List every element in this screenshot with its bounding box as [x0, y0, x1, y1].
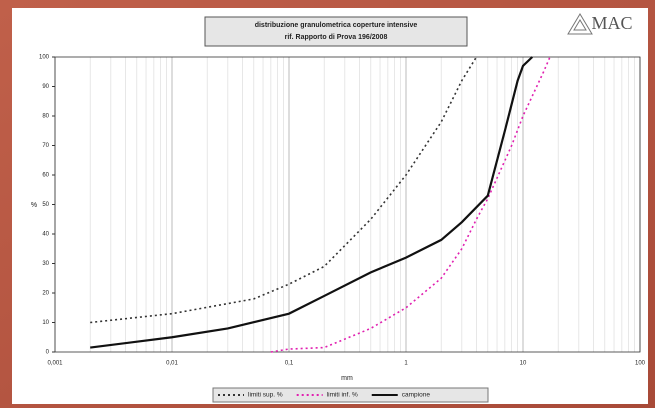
title-box [204, 16, 468, 47]
y-tick-label: 30 [42, 261, 49, 267]
y-tick-label: 0 [46, 350, 50, 356]
x-axis-label: mm [341, 375, 353, 382]
y-tick-label: 90 [42, 84, 49, 90]
plot-border [54, 56, 641, 353]
legend-box [212, 387, 489, 403]
series-line [270, 56, 551, 353]
series-line [90, 56, 478, 324]
x-tick-label: 0,01 [166, 361, 178, 367]
y-tick-label: 40 [42, 232, 49, 238]
y-tick-label: 20 [42, 291, 49, 297]
chart-subtitle: rif. Rapporto di Prova 196/2008 [285, 34, 388, 41]
y-tick-label: 100 [39, 55, 50, 61]
logo: MAC [591, 13, 632, 33]
x-tick-label: 0,001 [47, 361, 63, 367]
x-tick-label: 100 [635, 361, 646, 367]
y-tick-label: 60 [42, 173, 49, 179]
panel [12, 8, 648, 404]
series-line [90, 56, 534, 349]
x-tick-label: 10 [520, 361, 527, 367]
y-tick-label: 50 [42, 202, 49, 208]
legend-label: campione [402, 392, 431, 399]
y-tick-label: 10 [42, 320, 49, 326]
chart-title: distribuzione granulometrica coperture i… [255, 22, 418, 29]
y-axis-label: % [31, 202, 37, 209]
y-tick-label: 70 [42, 143, 49, 149]
logo-icon [567, 13, 593, 35]
x-tick-label: 1 [404, 361, 408, 367]
y-tick-label: 80 [42, 114, 49, 120]
legend-label: limiti sup. % [248, 392, 283, 399]
x-tick-label: 0,1 [285, 361, 294, 367]
legend-label: limiti inf. % [327, 392, 358, 399]
